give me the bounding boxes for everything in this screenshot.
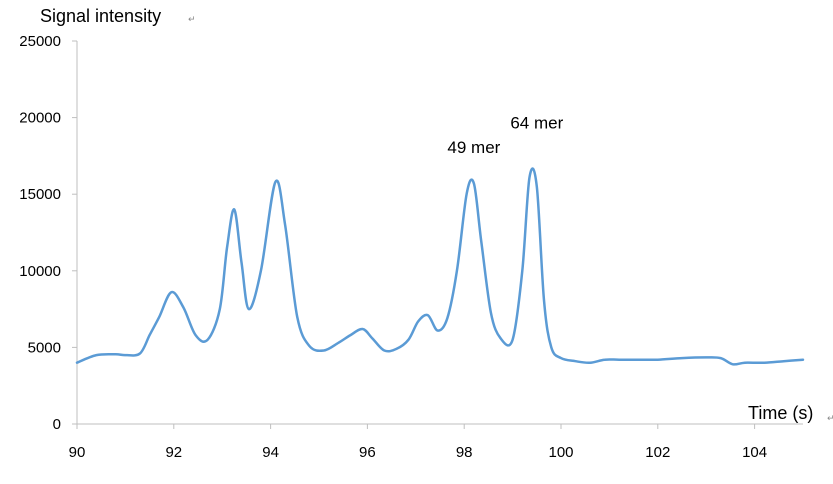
x-axis-title-mark: ↵ <box>827 413 833 423</box>
y-tick-label: 25000 <box>19 33 61 50</box>
x-tick-label: 100 <box>548 444 573 461</box>
x-tick-label: 96 <box>359 444 376 461</box>
y-tick-label: 10000 <box>19 263 61 280</box>
x-axis-title: Time (s) <box>748 403 813 423</box>
peak-annotation: 49 mer <box>447 138 500 157</box>
x-tick-label: 98 <box>456 444 473 461</box>
annotations: 49 mer 64 mer <box>447 113 563 157</box>
y-tick-label: 15000 <box>19 186 61 203</box>
x-tick-label: 90 <box>69 444 86 461</box>
peak-annotation: 64 mer <box>510 113 563 132</box>
y-tick-label: 20000 <box>19 110 61 127</box>
x-ticks: 90 92 94 96 98 100 102 104 <box>69 424 767 461</box>
x-tick-label: 102 <box>645 444 670 461</box>
x-tick-label: 92 <box>165 444 182 461</box>
y-axis-title-mark: ↵ <box>188 14 196 24</box>
y-tick-label: 5000 <box>28 339 61 356</box>
y-tick-label: 0 <box>53 416 61 433</box>
x-tick-label: 94 <box>262 444 279 461</box>
series-line <box>75 167 805 366</box>
y-ticks: 0 5000 10000 15000 20000 25000 <box>19 33 77 433</box>
y-axis-title: Signal intensity <box>40 6 161 26</box>
x-tick-label: 104 <box>742 444 767 461</box>
